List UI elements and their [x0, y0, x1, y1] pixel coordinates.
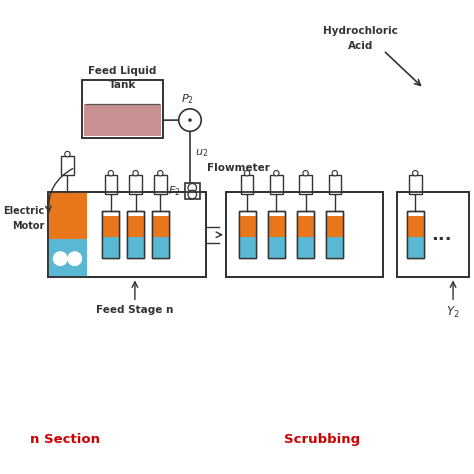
Circle shape	[54, 252, 67, 265]
Circle shape	[108, 171, 114, 176]
Bar	[82, 80, 163, 138]
Bar	[84, 104, 161, 136]
Bar	[102, 237, 119, 258]
Bar	[326, 211, 343, 258]
Bar	[270, 175, 283, 194]
Circle shape	[68, 252, 82, 265]
Bar	[82, 80, 163, 138]
Bar	[154, 175, 166, 194]
Circle shape	[188, 183, 197, 192]
Bar	[397, 192, 469, 277]
Bar	[226, 192, 383, 277]
Bar	[102, 211, 119, 258]
Text: Electric: Electric	[3, 206, 45, 216]
Bar	[238, 216, 255, 237]
Circle shape	[303, 171, 308, 176]
Bar	[127, 237, 144, 258]
Bar	[328, 175, 341, 194]
Bar	[127, 211, 144, 258]
Bar	[129, 175, 142, 194]
Bar	[61, 156, 74, 175]
Bar	[299, 175, 312, 194]
Text: $F_2$: $F_2$	[168, 184, 180, 198]
Bar	[152, 211, 169, 258]
Bar	[297, 211, 314, 258]
Bar	[326, 211, 343, 258]
Bar	[184, 183, 200, 199]
Bar	[407, 216, 424, 237]
Bar	[238, 211, 255, 258]
Circle shape	[188, 190, 197, 199]
Text: $P_2$: $P_2$	[182, 92, 194, 106]
Circle shape	[158, 171, 163, 176]
Circle shape	[245, 171, 250, 176]
Bar	[226, 192, 383, 277]
Text: Scrubbing: Scrubbing	[284, 433, 361, 446]
Circle shape	[273, 171, 279, 176]
Text: Feed Stage n: Feed Stage n	[96, 305, 173, 315]
Circle shape	[412, 171, 418, 176]
Bar	[241, 175, 254, 194]
Bar	[48, 192, 206, 277]
Text: Motor: Motor	[12, 221, 45, 231]
Text: Tank: Tank	[109, 81, 136, 91]
Bar	[297, 211, 314, 258]
Bar	[102, 211, 119, 258]
Bar	[238, 211, 255, 258]
Bar	[48, 192, 87, 239]
Text: n Section: n Section	[30, 433, 100, 446]
Bar	[238, 237, 255, 258]
Text: Acid: Acid	[348, 41, 374, 51]
Bar	[297, 216, 314, 237]
Bar	[152, 237, 169, 258]
Bar	[407, 211, 424, 258]
Text: ...: ...	[431, 226, 452, 244]
Text: $u_2$: $u_2$	[195, 147, 209, 159]
Bar	[105, 175, 117, 194]
Bar	[268, 211, 285, 258]
Text: Feed Liquid: Feed Liquid	[88, 66, 157, 76]
Circle shape	[188, 118, 192, 122]
Bar	[407, 211, 424, 258]
Text: Flowmeter: Flowmeter	[207, 163, 270, 173]
Bar	[152, 211, 169, 258]
Bar	[152, 216, 169, 237]
Bar	[127, 216, 144, 237]
Bar	[268, 237, 285, 258]
Bar	[326, 216, 343, 237]
Bar	[102, 216, 119, 237]
Bar	[409, 175, 421, 194]
Text: Hydrochloric: Hydrochloric	[323, 26, 398, 36]
Bar	[407, 237, 424, 258]
Bar	[297, 237, 314, 258]
Bar	[48, 239, 87, 277]
Circle shape	[332, 171, 337, 176]
Circle shape	[133, 171, 138, 176]
Circle shape	[179, 109, 201, 131]
Bar	[268, 216, 285, 237]
Bar	[268, 211, 285, 258]
Text: $Y_2$: $Y_2$	[446, 305, 460, 320]
Bar	[127, 211, 144, 258]
Bar	[326, 237, 343, 258]
Bar	[48, 192, 206, 277]
Bar	[397, 192, 469, 277]
Circle shape	[65, 151, 70, 157]
